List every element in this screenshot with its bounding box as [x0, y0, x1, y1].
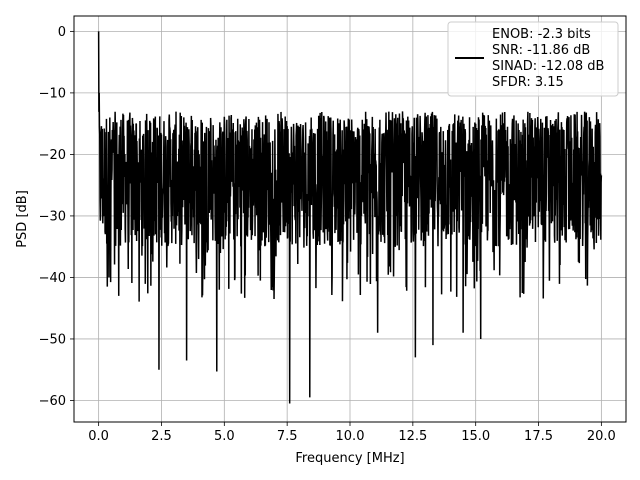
x-tick-label: 10.0 — [336, 429, 365, 444]
y-tick-label: −30 — [39, 209, 66, 224]
legend-line-4: SFDR: 3.15 — [492, 75, 564, 90]
x-tick-label: 7.5 — [277, 429, 298, 444]
legend-box — [447, 21, 619, 97]
psd-series-line — [97, 31, 603, 404]
x-tick-label: 5.0 — [214, 429, 235, 444]
legend-line-2: SNR: -11.86 dB — [492, 43, 590, 58]
x-axis-label: Frequency [MHz] — [295, 451, 404, 466]
x-tick-label: 20.0 — [587, 429, 616, 444]
x-tick-label: 0.0 — [88, 429, 109, 444]
y-tick-label: −10 — [39, 86, 66, 101]
y-tick-label: −50 — [39, 332, 66, 347]
y-tick-label: −20 — [39, 148, 66, 163]
x-tick-label: 17.5 — [524, 429, 553, 444]
x-tick-label: 2.5 — [151, 429, 172, 444]
y-axis-label: PSD [dB] — [15, 190, 30, 248]
legend-line-1: ENOB: -2.3 bits — [492, 27, 591, 42]
y-tick-label: 0 — [58, 25, 66, 40]
ticks: 0.0 2.5 5.0 7.5 10.0 12.5 15.0 17.5 20.0 0 −10 −20 −… — [39, 25, 616, 444]
x-tick-label: 12.5 — [398, 429, 427, 444]
x-tick-label: 15.0 — [461, 429, 490, 444]
legend: ENOB: -2.3 bits SNR: -11.86 dB SINAD: -1… — [447, 21, 619, 97]
legend-line-3: SINAD: -12.08 dB — [492, 59, 604, 74]
y-tick-label: −60 — [39, 394, 66, 409]
plot-area — [97, 31, 603, 404]
y-tick-label: −40 — [39, 271, 66, 286]
